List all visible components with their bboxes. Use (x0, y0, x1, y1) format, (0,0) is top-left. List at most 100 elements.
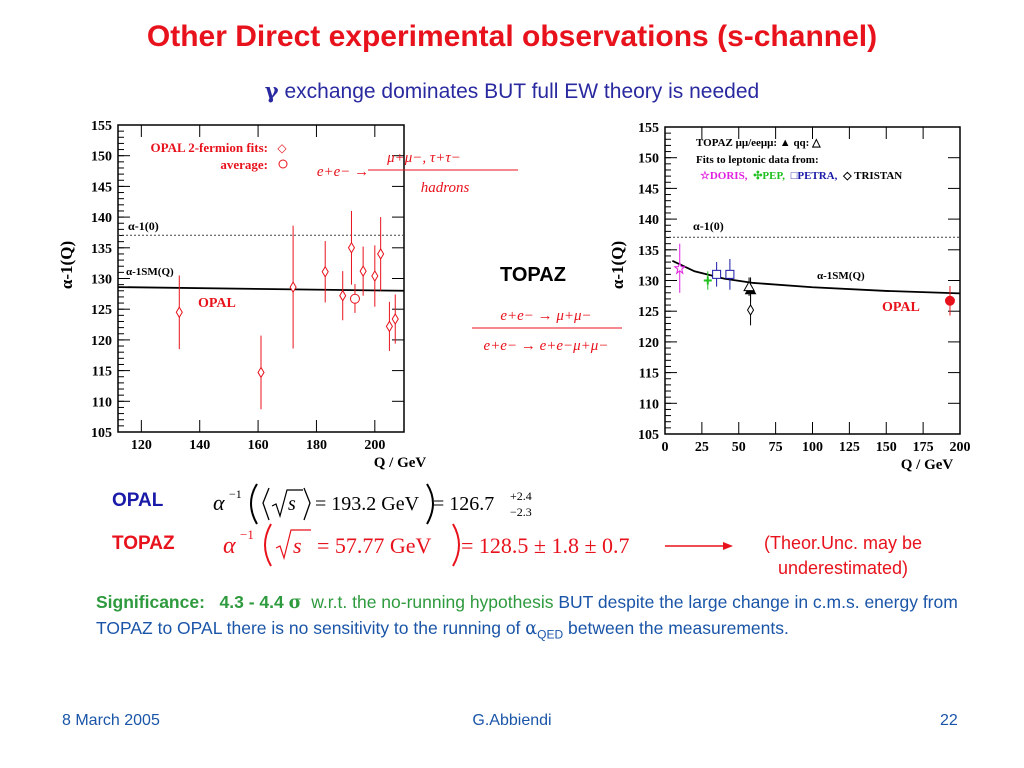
data-point (746, 304, 755, 316)
left-legend-circle-icon (278, 159, 288, 169)
sigma-symbol: σ (288, 593, 302, 613)
y-tick-label: 115 (639, 367, 659, 382)
topaz-label: TOPAZ (500, 264, 566, 286)
right-alpha0-label: α-1(0) (693, 219, 724, 233)
topaz-eq-alpha: α (223, 533, 236, 559)
y-tick-label: 140 (91, 211, 112, 226)
left-legend-average: average: (220, 157, 268, 172)
y-tick-label: 110 (92, 395, 112, 410)
y-tick-label: 135 (91, 242, 112, 257)
y-tick-label: 130 (638, 275, 659, 290)
legend-pep: ✣PEP, (753, 170, 785, 182)
arrow-head-icon (723, 542, 733, 550)
y-tick-label: 145 (638, 182, 659, 197)
y-tick-label: 110 (639, 397, 659, 412)
x-tick-label: 25 (695, 440, 709, 455)
topaz-eq-lparen (264, 523, 272, 567)
x-tick-label: 175 (913, 440, 934, 455)
x-tick-label: 50 (732, 440, 746, 455)
result-topaz-label: TOPAZ (112, 533, 175, 554)
x-tick-label: 180 (306, 438, 327, 453)
data-point (347, 241, 356, 254)
y-tick-label: 105 (638, 428, 659, 443)
sig-text1: BUT despite the large change in c.m.s. e… (96, 592, 958, 638)
right-legend-line3: ☆DORIS, ✣PEP, □PETRA, ◇ TRISTAN (700, 170, 902, 182)
topaz-ratio-num: e+e− → μ+μ− (500, 308, 591, 324)
left-opal-plot: 155 150 145 140 135 130 125 120 115 110 105 120 140 1… (60, 119, 518, 471)
x-tick-label: 120 (131, 438, 152, 453)
data-point (371, 270, 379, 283)
data-point (944, 295, 955, 306)
left-alpha0-label: α-1(0) (128, 219, 159, 233)
x-tick-label: 200 (364, 438, 385, 453)
data-point (391, 313, 399, 325)
data-point (289, 281, 297, 294)
data-point (377, 247, 385, 260)
opal-eq-langle (262, 487, 270, 521)
topaz-eq-sqrt (275, 529, 311, 561)
right-opal-label: OPAL (882, 300, 920, 315)
opal-eq-sqrt (271, 489, 303, 519)
x-tick-label: 150 (876, 440, 897, 455)
opal-eq-up: +2.4 (510, 489, 532, 503)
data-point (359, 265, 367, 278)
y-tick-label: 150 (638, 152, 659, 167)
right-xlabel: Q / GeV (901, 457, 954, 473)
sig-label: Significance: (96, 592, 205, 612)
y-tick-label: 140 (638, 213, 659, 228)
opal-eq-dn: −2.3 (510, 505, 532, 519)
footer-date: 8 March 2005 (62, 712, 160, 729)
right-legend-fits: Fits to leptonic data from: (696, 154, 819, 166)
right-ylabel: α-1(Q) (608, 241, 627, 289)
qed-subscript: QED (537, 627, 564, 642)
opal-eq-rparen (426, 483, 434, 525)
data-point (339, 289, 347, 302)
formula-numerator: μ+μ−, τ+τ− (386, 150, 461, 166)
significance-text: Significance: 4.3 - 4.4 σ w.r.t. the no-… (96, 590, 966, 648)
alphaSM-curve (671, 260, 961, 295)
slide-subtitle: γ exchange dominates BUT full EW theory … (0, 78, 1024, 104)
opal-eq-mid: = 193.2 GeV (315, 493, 420, 515)
x-tick-label: 125 (839, 440, 860, 455)
left-legend-fits: OPAL 2-fermion fits: (151, 140, 268, 155)
y-tick-label: 155 (91, 119, 112, 134)
theor-unc-note: (Theor.Unc. may be underestimated) (763, 533, 923, 578)
topaz-eq-exp: −1 (240, 527, 254, 542)
x-tick-label: 140 (189, 438, 210, 453)
opal-eq-rangle (303, 487, 311, 521)
opal-eq-lparen (250, 483, 258, 525)
topaz-eq-s: s (293, 533, 302, 558)
x-tick-label: 160 (248, 438, 269, 453)
x-tick-label: 100 (802, 440, 823, 455)
formula-denominator: hadrons (421, 180, 470, 196)
y-tick-label: 120 (91, 334, 112, 349)
topaz-ratio-formula: e+e− → μ+μ− e+e− → e+e−μ+μ− (472, 308, 622, 354)
sig-value: 4.3 - 4.4 (219, 592, 284, 612)
opal-eq-exp: −1 (229, 487, 242, 501)
y-tick-label: 105 (91, 426, 112, 441)
x-tick-label: 200 (950, 440, 971, 455)
opal-eq-alpha: α (213, 490, 225, 515)
y-tick-label: 145 (91, 180, 112, 195)
x-tick-label: 0 (662, 440, 669, 455)
topaz-ratio-den: e+e− → e+e−μ+μ− (484, 338, 609, 354)
opal-equation: α −1 s = 193.2 GeV = 126.7 +2.4 −2.3 (213, 483, 532, 525)
opal-eq-s: s (288, 493, 296, 515)
y-tick-label: 120 (638, 336, 659, 351)
y-tick-label: 150 (91, 150, 112, 165)
alpha-symbol: α (525, 619, 538, 639)
data-point (385, 320, 393, 333)
topaz-equation: α −1 s = 57.77 GeV = 128.5 ± 1.8 ± 0.7 (223, 523, 733, 567)
legend-tristan: ◇ TRISTAN (842, 170, 902, 182)
data-point (349, 293, 360, 304)
left-opal-label: OPAL (198, 296, 236, 311)
right-legend-topaz: TOPAZ μμ/eeμμ: ▲ qq: △ (696, 137, 821, 149)
sig-wrt: w.r.t. the no-running hypothesis (311, 592, 554, 612)
slide-title: Other Direct experimental observations (… (146, 20, 878, 53)
y-tick-label: 155 (638, 121, 659, 136)
sig-text2: between the measurements. (568, 618, 789, 638)
data-point (257, 366, 265, 379)
data-point (743, 280, 755, 292)
right-alphaSM-label: α-1SM(Q) (817, 270, 865, 282)
